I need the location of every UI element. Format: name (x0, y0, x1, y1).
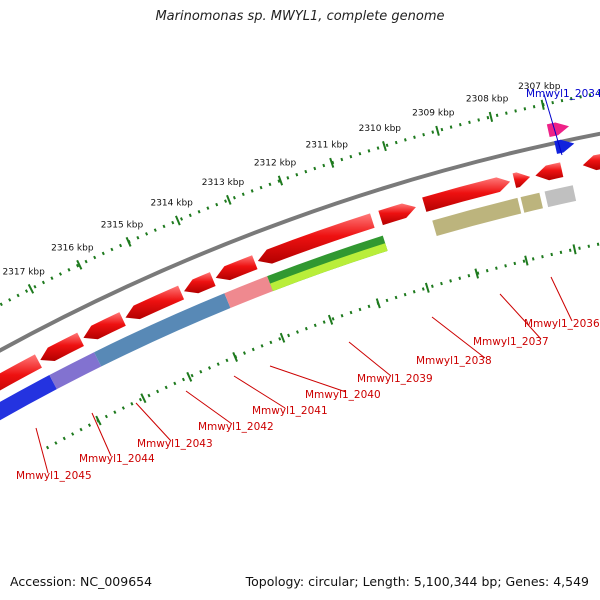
gene-leader-line (543, 93, 563, 156)
feature-blue (554, 139, 575, 154)
gene-leader-line (91, 412, 112, 457)
cds-arrow (83, 312, 126, 340)
scale-tick-label: 2316 kbp (51, 243, 94, 253)
scale-tick-label: 2317 kbp (2, 268, 45, 278)
scale-tick-inner (279, 332, 286, 343)
cds-arrow (184, 272, 216, 294)
scale-tick-inner (95, 415, 102, 426)
cds-arrow (0, 354, 42, 391)
scale-tick-inner (186, 371, 193, 382)
track-steelblue (94, 293, 231, 367)
scale-tick-outer (175, 215, 181, 226)
cds-arrow (215, 255, 258, 281)
scale-tick-inner (572, 244, 577, 255)
accession-text: Accession: NC_009654 (10, 574, 153, 589)
gene-leader-line (269, 365, 347, 393)
scale-tick-outer (277, 175, 284, 186)
gene-leader-line (499, 293, 542, 340)
scale-tick-outer (382, 141, 387, 152)
cds-arrow (582, 154, 600, 171)
scale-tick-label: 2314 kbp (150, 199, 193, 209)
scale-tick-label: 2309 kbp (412, 108, 455, 118)
scale-tick-inner (524, 255, 529, 266)
cds-arrow (378, 203, 416, 226)
gene-leader-line (185, 390, 233, 425)
genome-summary-text: Topology: circular; Length: 5,100,344 bp… (245, 574, 589, 589)
gene-leader-line (348, 341, 392, 377)
scale-tick-outer (76, 259, 83, 270)
scale-tick-outer (125, 236, 132, 247)
gene-label: Mmwyl1_2039 (357, 373, 433, 385)
scale-tick-label: 2315 kbp (101, 220, 144, 230)
gene-label: Mmwyl1_2034 (526, 88, 600, 100)
scale-tick-inner (424, 282, 430, 293)
gene-label: Mmwyl1_2045 (16, 470, 92, 482)
scale-tick-outer (435, 125, 440, 136)
feature-magenta (546, 122, 570, 138)
track-purple (49, 352, 102, 390)
scale-tick-inner (140, 393, 147, 404)
cds-arrow (422, 177, 511, 212)
scale-tick-label: 2311 kbp (306, 141, 349, 151)
track-olive (432, 197, 522, 236)
cds-arrow (535, 162, 564, 181)
track-pink (224, 276, 273, 308)
scale-tick-outer (27, 283, 35, 294)
cds-arrow (257, 213, 375, 264)
gene-label: Mmwyl1_2041 (252, 405, 328, 417)
scale-tick-label: 2312 kbp (254, 158, 297, 168)
gene-label: Mmwyl1_2040 (305, 389, 381, 401)
backbone-line (0, 131, 600, 353)
gene-label: Mmwyl1_2044 (79, 453, 155, 465)
scale-ring-outer (0, 91, 600, 307)
scale-tick-outer (329, 157, 335, 168)
scale-tick-outer (488, 111, 494, 122)
scale-tick-label: 2310 kbp (359, 124, 402, 134)
scale-tick-label: 2308 kbp (466, 94, 509, 104)
scale-tick-inner (474, 268, 480, 279)
scale-tick-label: 2313 kbp (202, 178, 245, 188)
track-blue (0, 375, 57, 421)
map-title: Marinomonas sp. MWYL1, complete genome (155, 9, 445, 24)
gene-label: Mmwyl1_2036 (524, 318, 600, 330)
gene-label: Mmwyl1_2038 (416, 355, 492, 367)
scale-tick-inner (232, 351, 238, 362)
cds-arrow (125, 285, 185, 320)
gene-leader-line (35, 427, 49, 474)
track-olive-small (520, 192, 543, 213)
scale-tick-inner (375, 298, 381, 309)
gene-label: Mmwyl1_2043 (137, 438, 213, 450)
gene-leader-line (233, 375, 286, 409)
cds-arrow (512, 172, 531, 188)
scale-tick-inner (327, 314, 334, 325)
cds-arrow (40, 332, 84, 361)
track-lime (270, 243, 388, 292)
scale-tick-label: 2307 kbp (518, 82, 561, 92)
gene-label: Mmwyl1_2037 (473, 336, 549, 348)
gene-leader-line (135, 402, 172, 442)
gene-label: Mmwyl1_2042 (198, 421, 274, 433)
scale-tick-outer (540, 99, 545, 110)
track-gray (544, 185, 577, 208)
scale-tick-outer (226, 194, 232, 205)
gene-leader-line (431, 316, 486, 359)
gene-leader-line (550, 276, 573, 322)
